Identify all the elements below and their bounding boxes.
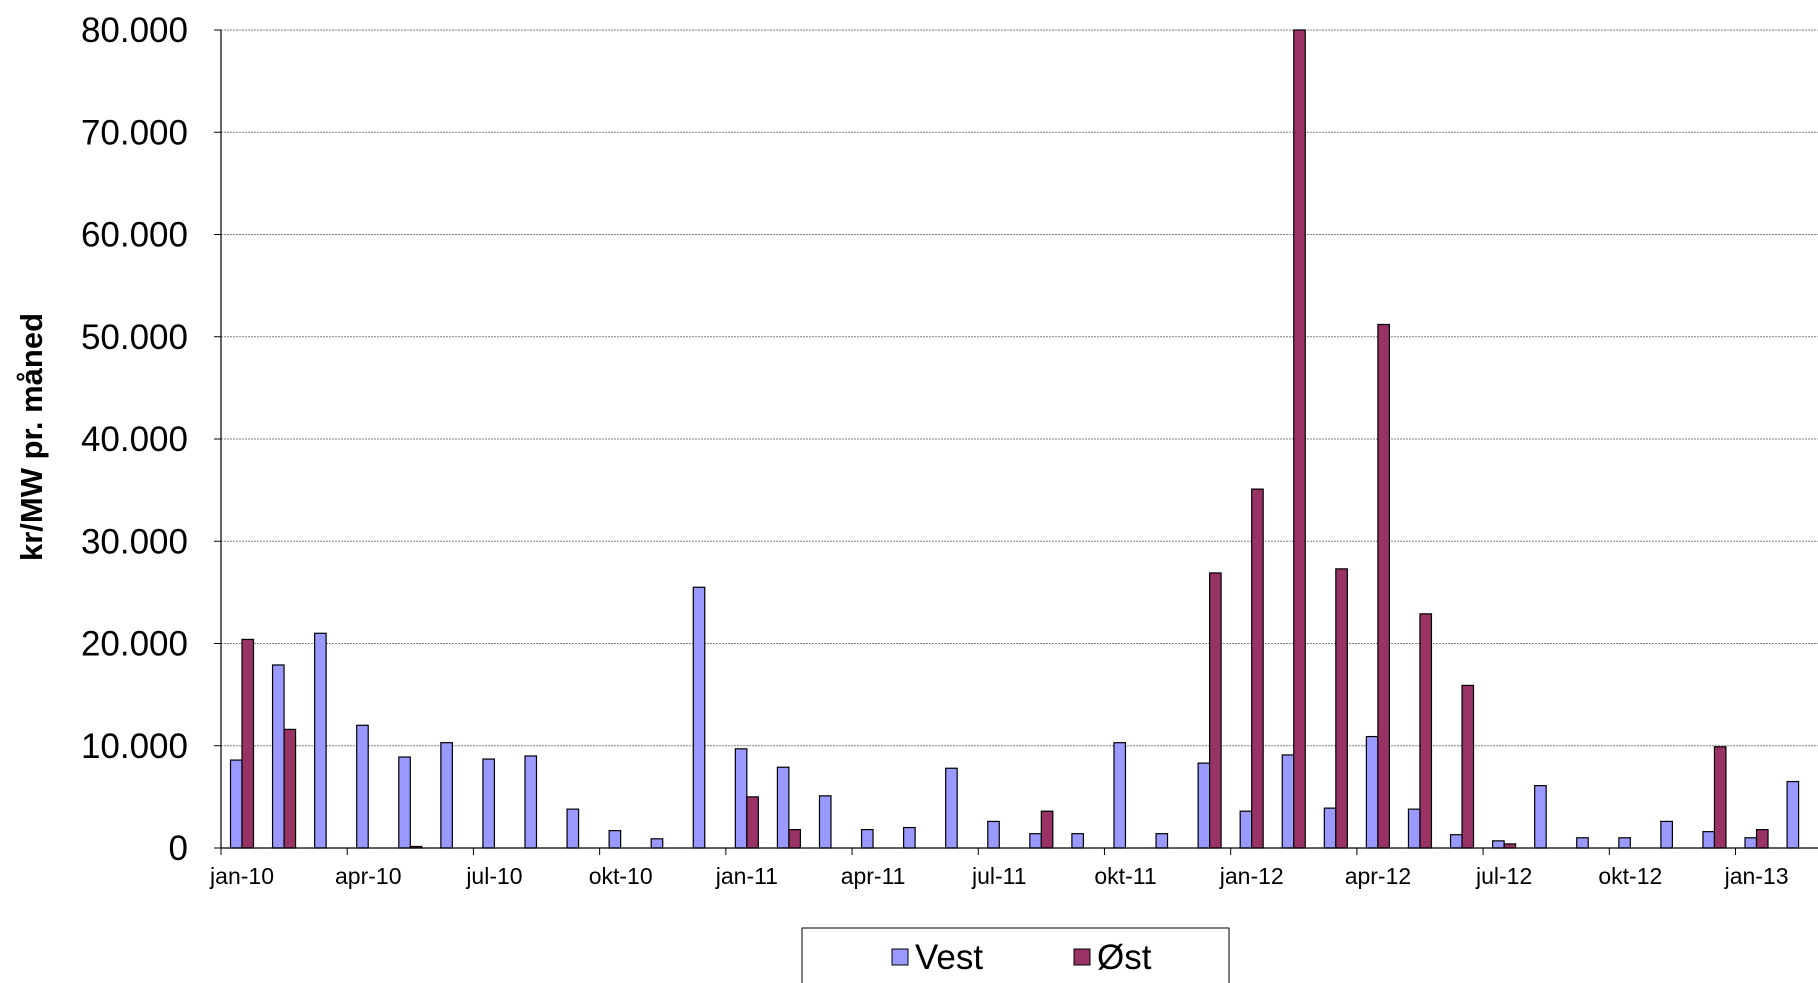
legend-label-øst: Øst [1097,938,1152,977]
axes [220,30,1818,849]
x-tick-label: okt-10 [589,863,653,889]
bar-vest-jan-12 [1239,810,1253,849]
bar-øst-aug-11 [1040,810,1054,849]
bar-vest-sep-10 [566,808,580,849]
bar-vest-sep-11 [1071,833,1085,849]
bar-vest-feb-13 [1786,780,1800,849]
gridlines [214,29,1818,849]
x-tick-label: okt-11 [1094,863,1156,889]
y-tick-label: 70.000 [81,113,188,152]
x-tick-labels: jan-10 apr-10 jul-10 okt-10 jan-11 apr-11 jul-… [209,848,1789,889]
legend-swatch-øst [1073,948,1091,966]
x-tick-label: jan-11 [715,863,778,889]
bar-øst-jan-12 [1251,488,1264,849]
x-tick-label: apr-10 [335,863,401,889]
bar-vest-feb-12 [1281,754,1295,849]
bar-øst-mar-12 [1335,568,1348,849]
legend: Vest Øst [801,927,1230,983]
bar-vest-jul-11 [987,820,1000,849]
bar-vest-des-12 [1702,831,1716,849]
bar-vest-des-10 [692,586,706,849]
bar-vest-okt-12 [1618,837,1631,849]
bar-vest-nov-10 [650,838,664,849]
bar-vest-jun-11 [945,767,958,849]
bar-øst-feb-11 [788,828,802,849]
bar-vest-aug-12 [1534,785,1547,849]
bar-vest-jan-10 [229,759,243,849]
x-tick-label: jul-10 [465,863,522,889]
x-tick-label: okt-12 [1598,863,1662,889]
bar-øst-jan-10 [241,638,255,849]
bar-vest-mar-10 [314,632,327,849]
y-tick-labels: 0 10.000 20.000 30.000 40.000 50.000 60.000 70.… [81,11,188,868]
bar-øst-feb-12 [1293,29,1306,849]
bar-vest-feb-11 [776,766,790,849]
bar-vest-jul-10 [482,758,496,849]
x-tick-label: jan-13 [1724,863,1789,889]
bar-øst-des-12 [1713,746,1727,849]
bar-vest-okt-11 [1113,742,1127,849]
y-axis-label: kr/MW pr. måned [14,313,49,561]
bar-vest-jun-10 [440,742,453,849]
bar-vest-jan-11 [734,748,748,849]
x-tick-label: jul-12 [1475,863,1532,889]
x-tick-label: jan-10 [209,863,274,889]
bar-vest-mar-11 [818,795,832,849]
bar-vest-sep-12 [1576,837,1589,849]
bar-vest-mai-10 [398,756,411,849]
bar-øst-feb-10 [283,728,297,849]
bar-øst-jan-13 [1755,828,1769,849]
bar-vest-mar-12 [1323,807,1337,849]
x-tick-label: jul-11 [971,863,1027,889]
bar-vest-jun-12 [1449,834,1463,849]
legend-box [801,927,1230,983]
bar-øst-apr-12 [1377,323,1390,849]
bar-øst-jun-12 [1461,684,1475,849]
bar-øst-mai-12 [1419,613,1433,849]
y-tick-label: 50.000 [81,318,188,357]
bar-vest-apr-12 [1365,735,1379,849]
bar-vest-aug-10 [524,755,538,849]
x-tick-label: jan-12 [1219,863,1284,889]
bar-vest-nov-11 [1155,833,1169,849]
bar-vest-mai-11 [903,826,916,849]
legend-swatch-vest [891,948,909,966]
bar-vest-okt-10 [608,830,622,849]
y-tick-label: 30.000 [81,522,188,561]
bar-øst-jul-12 [1503,843,1517,849]
bars [229,29,1800,849]
bar-vest-feb-10 [271,664,285,849]
bar-vest-jul-12 [1491,840,1505,849]
bar-vest-apr-10 [356,724,369,849]
y-tick-label: 80.000 [81,11,188,50]
y-tick-label: 20.000 [81,625,188,664]
bar-øst-jan-11 [746,796,759,849]
bar-øst-des-11 [1209,572,1222,849]
bar-vest-des-11 [1197,762,1211,849]
y-tick-label: 40.000 [81,420,188,459]
y-tick-label: 60.000 [81,216,188,255]
legend-label-vest: Vest [915,938,983,977]
y-tick-label: 10.000 [81,727,188,766]
bar-vest-mai-12 [1407,808,1421,849]
bar-vest-nov-12 [1660,820,1673,849]
x-tick-label: apr-11 [841,863,906,889]
y-tick-label: 0 [169,829,188,868]
bar-vest-aug-11 [1029,833,1042,849]
bar-vest-jan-13 [1744,837,1758,849]
x-tick-label: apr-12 [1345,863,1411,889]
bar-vest-apr-11 [860,828,874,849]
